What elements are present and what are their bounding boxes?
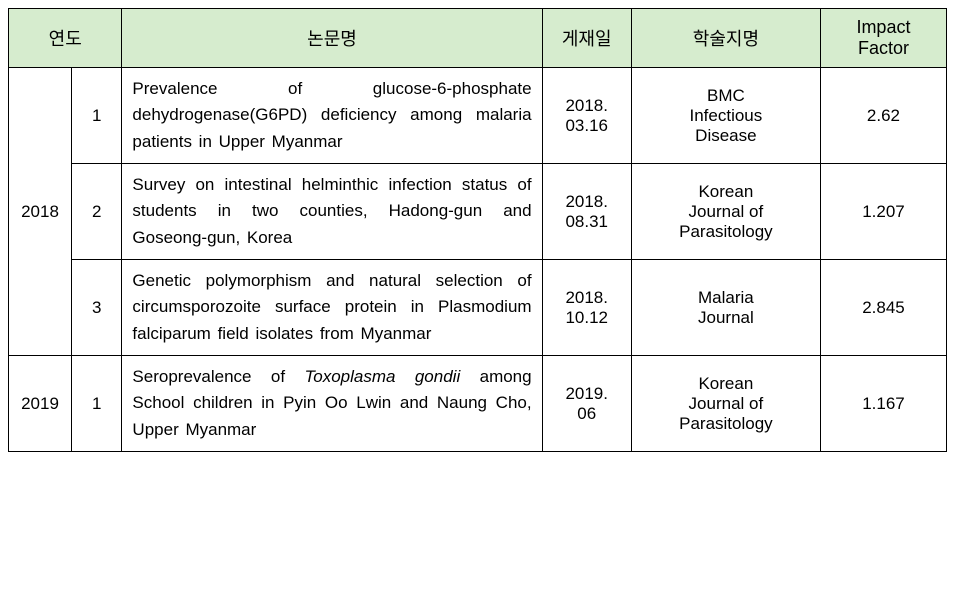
cell-impact-factor: 1.207 xyxy=(820,164,946,260)
cell-index: 1 xyxy=(72,356,122,452)
table-row: 20191Seroprevalence of Toxoplasma gondii… xyxy=(9,356,947,452)
cell-journal: BMCInfectiousDisease xyxy=(631,68,820,164)
cell-journal: KoreanJournal ofParasitology xyxy=(631,164,820,260)
header-year: 연도 xyxy=(9,9,122,68)
cell-impact-factor: 2.62 xyxy=(820,68,946,164)
cell-index: 2 xyxy=(72,164,122,260)
cell-year: 2018 xyxy=(9,68,72,356)
cell-title: Genetic polymorphism and natural selecti… xyxy=(122,260,542,356)
table-row: 2Survey on intestinal helminthic infecti… xyxy=(9,164,947,260)
publications-table: 연도 논문명 게재일 학술지명 Impact Factor 20181Preva… xyxy=(8,8,947,452)
cell-impact-factor: 1.167 xyxy=(820,356,946,452)
cell-date: 2018.10.12 xyxy=(542,260,631,356)
table-row: 20181Prevalence of glucose-6-phosphate d… xyxy=(9,68,947,164)
cell-date: 2019.06 xyxy=(542,356,631,452)
cell-title: Survey on intestinal helminthic infectio… xyxy=(122,164,542,260)
table-row: 3Genetic polymorphism and natural select… xyxy=(9,260,947,356)
cell-impact-factor: 2.845 xyxy=(820,260,946,356)
cell-title: Seroprevalence of Toxoplasma gondii amon… xyxy=(122,356,542,452)
cell-date: 2018.08.31 xyxy=(542,164,631,260)
table-header-row: 연도 논문명 게재일 학술지명 Impact Factor xyxy=(9,9,947,68)
table-body: 20181Prevalence of glucose-6-phosphate d… xyxy=(9,68,947,452)
cell-journal: KoreanJournal ofParasitology xyxy=(631,356,820,452)
cell-journal: MalariaJournal xyxy=(631,260,820,356)
header-title: 논문명 xyxy=(122,9,542,68)
header-journal: 학술지명 xyxy=(631,9,820,68)
cell-index: 3 xyxy=(72,260,122,356)
header-date: 게재일 xyxy=(542,9,631,68)
cell-index: 1 xyxy=(72,68,122,164)
cell-year: 2019 xyxy=(9,356,72,452)
header-impact: Impact Factor xyxy=(820,9,946,68)
cell-date: 2018.03.16 xyxy=(542,68,631,164)
cell-title: Prevalence of glucose-6-phosphate dehydr… xyxy=(122,68,542,164)
